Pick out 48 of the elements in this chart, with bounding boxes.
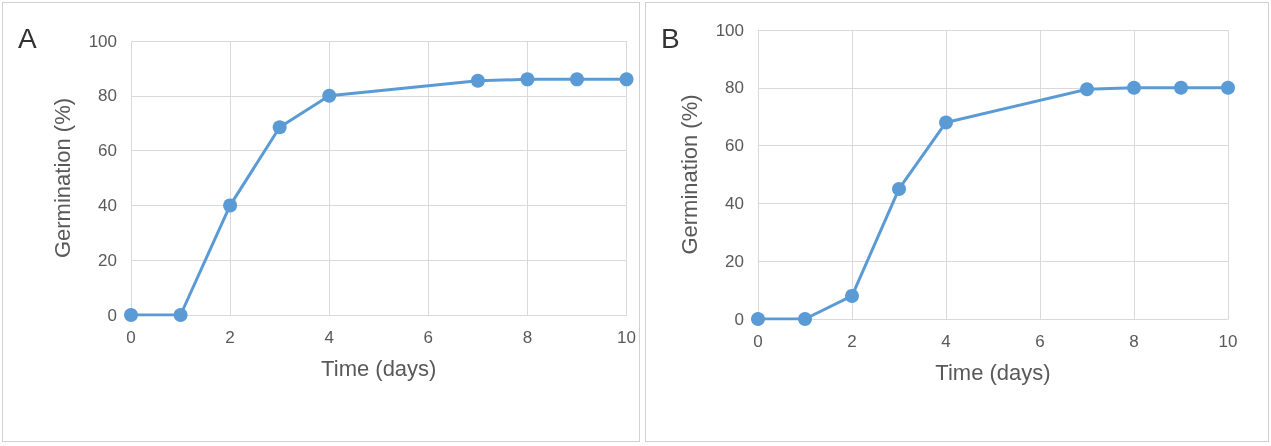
y-tick-label: 20: [98, 250, 117, 270]
point: [619, 72, 634, 87]
x-tick-label: 6: [423, 328, 434, 347]
point: [798, 312, 812, 326]
x-tick-label: 8: [522, 328, 533, 347]
x-tick-label: 4: [941, 332, 951, 351]
y-tick-label: 60: [725, 136, 744, 156]
point: [751, 312, 765, 326]
point: [1080, 82, 1094, 97]
chart-title: A: [18, 22, 37, 54]
y-tick-label: 40: [725, 193, 744, 213]
x-tick-label: 4: [324, 328, 334, 347]
y-tick-label: 20: [725, 251, 744, 271]
point: [223, 198, 238, 213]
x-tick-label: 6: [1035, 332, 1045, 351]
point: [570, 72, 584, 87]
point: [272, 120, 287, 135]
point: [124, 308, 138, 322]
y-tick-label: 100: [88, 31, 117, 51]
point: [845, 288, 859, 303]
point: [470, 73, 485, 88]
y-tick-label: 0: [734, 309, 744, 329]
x-axis-title: Time (days): [321, 355, 437, 381]
point: [892, 181, 906, 196]
x-axis-title: Time (days): [935, 359, 1051, 385]
y-tick-label: 80: [98, 86, 117, 106]
point: [1127, 80, 1141, 95]
point: [173, 308, 188, 322]
chart-title: B: [661, 22, 680, 54]
point: [939, 115, 953, 130]
y-axis-title: Germination (%): [676, 94, 702, 255]
point: [322, 88, 337, 103]
y-axis-title: Germination (%): [49, 97, 75, 259]
x-tick-label: 8: [1129, 332, 1139, 351]
y-tick-label: 100: [715, 20, 744, 40]
x-tick-label: 2: [225, 328, 235, 347]
y-tick-label: 80: [725, 78, 744, 98]
x-tick-label: 0: [753, 332, 763, 351]
y-tick-label: 0: [107, 305, 117, 325]
y-tick-label: 60: [98, 141, 117, 161]
point: [520, 72, 535, 87]
x-tick-label: 10: [617, 328, 637, 347]
point: [1174, 80, 1188, 95]
x-tick-label: 10: [1218, 332, 1238, 351]
y-tick-label: 40: [98, 195, 117, 215]
x-tick-label: 0: [126, 328, 136, 347]
x-tick-label: 2: [847, 332, 857, 351]
point: [1221, 80, 1235, 95]
